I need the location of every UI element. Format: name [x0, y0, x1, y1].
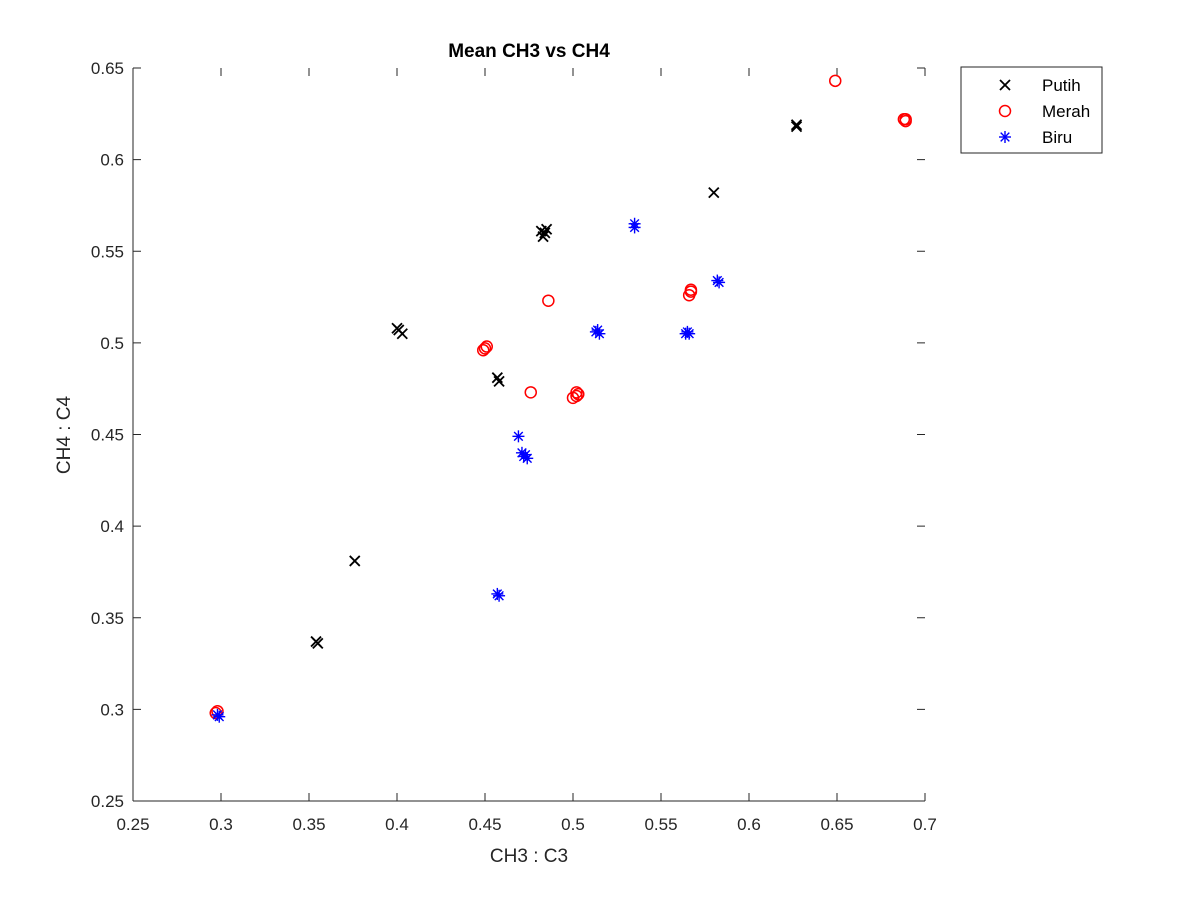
y-tick-label: 0.4 [100, 517, 124, 536]
data-point [790, 119, 803, 131]
data-point [539, 227, 551, 239]
data-point [542, 294, 555, 307]
legend-label-putih: Putih [1042, 76, 1081, 95]
y-tick-label: 0.6 [100, 151, 124, 170]
data-point [591, 324, 604, 337]
legend-box [960, 66, 1103, 154]
x-tick-label: 0.6 [737, 815, 761, 834]
x-tick-label: 0.4 [385, 815, 409, 834]
y-tick-label: 0.25 [91, 792, 124, 811]
legend-marker-merah [998, 104, 1012, 118]
x-tick-label: 0.35 [292, 815, 325, 834]
data-point [713, 276, 726, 289]
y-tick-label: 0.65 [91, 59, 124, 78]
data-point [480, 340, 494, 353]
data-point [570, 389, 583, 403]
data-point [493, 589, 506, 602]
data-point [312, 637, 324, 650]
data-point [396, 328, 408, 340]
data-point [790, 121, 803, 133]
data-point [628, 221, 641, 234]
y-tick-label: 0.5 [100, 334, 124, 353]
data-point [899, 114, 912, 128]
data-point [349, 555, 361, 567]
plot-area [133, 68, 925, 801]
data-point [478, 342, 492, 355]
legend-label-merah: Merah [1042, 102, 1090, 121]
series-merah [209, 74, 912, 720]
y-tick-label: 0.45 [91, 426, 124, 445]
legend-marker-putih [999, 79, 1011, 91]
data-point [512, 430, 525, 443]
y-tick-label: 0.35 [91, 609, 124, 628]
x-tick-label: 0.5 [561, 815, 585, 834]
data-point [493, 375, 505, 387]
data-point [684, 285, 698, 298]
y-axis-ticks: 0.25 0.3 0.35 0.4 0.45 0.5 0.55 0.6 0.65 [91, 59, 925, 811]
x-tick-label: 0.3 [209, 815, 233, 834]
data-point [681, 325, 694, 338]
x-tick-label: 0.45 [468, 815, 501, 834]
x-axis-label: CH3 : C3 [490, 846, 568, 867]
x-tick-label: 0.65 [820, 815, 853, 834]
legend-marker-biru [999, 131, 1011, 143]
x-tick-label: 0.7 [913, 815, 937, 834]
data-point [897, 113, 911, 126]
data-point [572, 387, 585, 401]
series-biru [211, 217, 726, 723]
legend: Putih Merah Biru [960, 66, 1103, 154]
x-axis-ticks: 0.25 0.3 0.35 0.4 0.45 0.5 0.55 0.6 0.65 0.7 [116, 68, 937, 834]
legend-label-biru: Biru [1042, 128, 1072, 147]
data-point [209, 706, 222, 720]
y-axis-label: CH4 : C4 [54, 396, 75, 475]
y-tick-label: 0.55 [91, 242, 124, 261]
chart-title: Mean CH3 vs CH4 [448, 41, 610, 62]
y-tick-label: 0.3 [100, 700, 124, 719]
data-point [476, 343, 490, 357]
x-tick-label: 0.55 [644, 815, 677, 834]
legend-items: Putih Merah Biru [998, 76, 1090, 147]
data-point [828, 74, 842, 88]
data-point [519, 448, 532, 461]
data-point [524, 386, 538, 399]
series-putih [310, 119, 803, 650]
data-point [708, 186, 720, 199]
x-tick-label: 0.25 [116, 815, 149, 834]
data-markers [209, 74, 912, 723]
data-point [213, 710, 226, 723]
